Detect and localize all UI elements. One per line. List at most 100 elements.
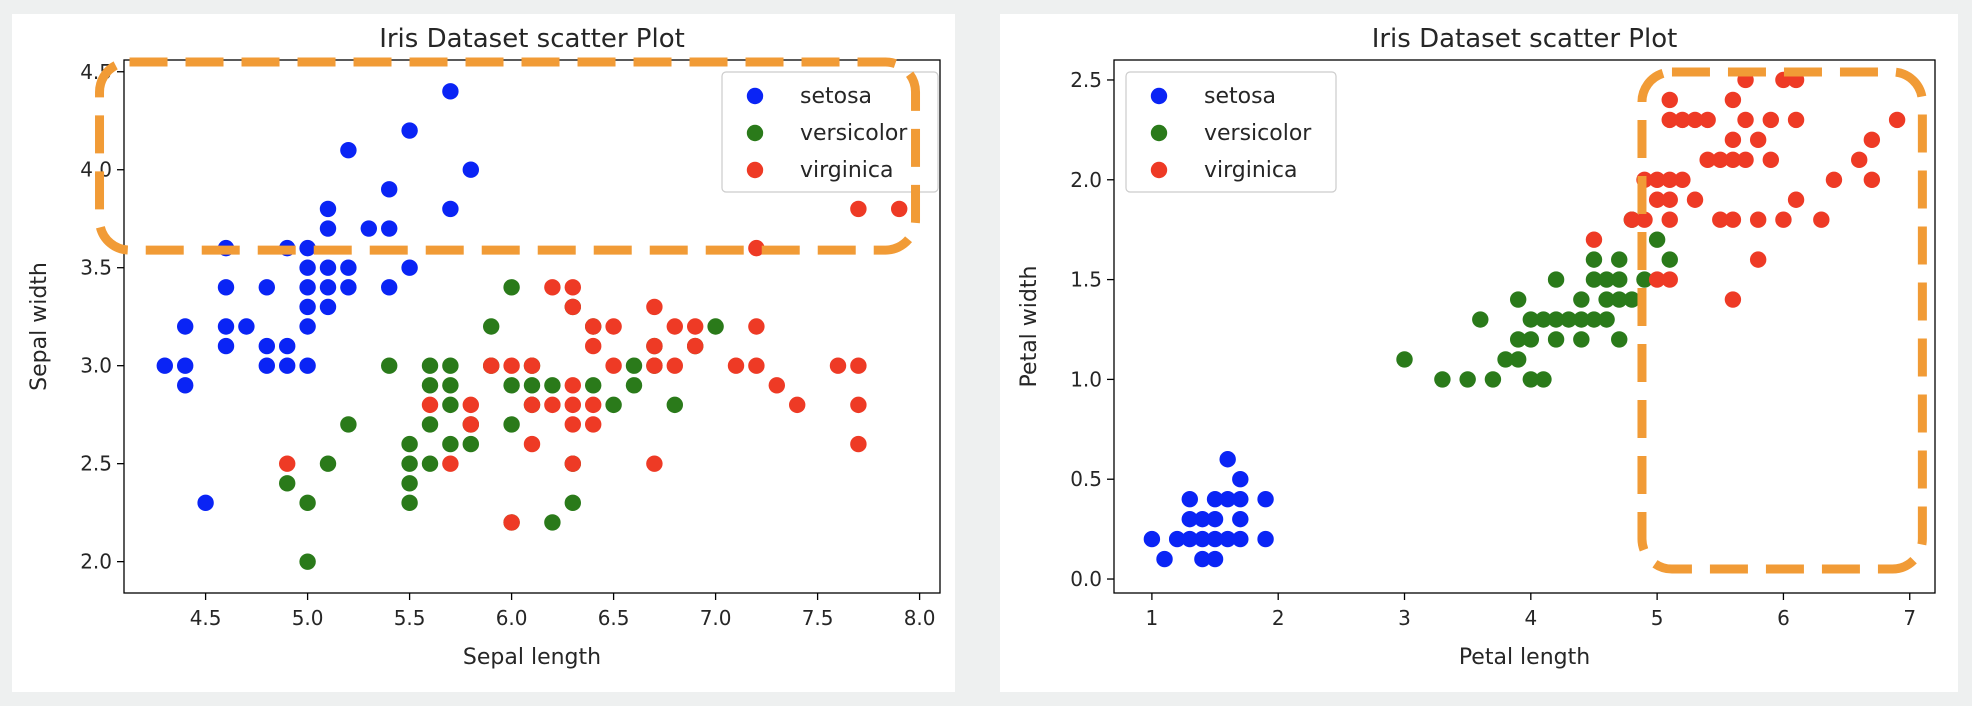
chart-1-point-versicolor bbox=[401, 455, 418, 472]
chart-2-y-tick-label: 1.5 bbox=[1070, 268, 1102, 292]
chart-2-point-virginica bbox=[1648, 171, 1666, 188]
chart-2-point-virginica bbox=[1749, 211, 1767, 228]
chart-1-point-versicolor bbox=[503, 377, 520, 394]
chart-1-point-virginica bbox=[687, 337, 704, 355]
chart-2-x-tick-label: 6 bbox=[1777, 606, 1790, 630]
chart-2-point-virginica bbox=[1712, 211, 1729, 228]
chart-1-point-setosa bbox=[299, 279, 316, 296]
chart-1-x-tick-label: 6.5 bbox=[598, 606, 630, 630]
chart-1-point-versicolor bbox=[401, 475, 418, 492]
chart-1-point-virginica bbox=[523, 357, 541, 374]
chart-1-point-virginica bbox=[585, 337, 602, 355]
chart-1-point-setosa bbox=[177, 377, 194, 394]
chart-1-point-virginica bbox=[646, 298, 663, 316]
chart-1-point-setosa bbox=[258, 279, 275, 296]
chart-1-point-setosa bbox=[299, 298, 316, 316]
chart-1-point-virginica bbox=[564, 416, 581, 433]
chart-2-point-versicolor bbox=[1509, 331, 1527, 348]
chart-2-y-tick-label: 0.0 bbox=[1070, 567, 1102, 591]
chart-2-point-versicolor bbox=[1573, 331, 1590, 348]
chart-1-point-versicolor bbox=[564, 494, 581, 512]
chart-2-legend-label-setosa: setosa bbox=[1204, 84, 1276, 109]
chart-1-legend-label-virginica: virginica bbox=[800, 158, 894, 183]
chart-2-point-versicolor bbox=[1472, 311, 1489, 328]
chart-1-legend-box bbox=[721, 71, 939, 193]
chart-2-point-versicolor bbox=[1484, 371, 1502, 388]
chart-2-point-virginica bbox=[1724, 151, 1742, 169]
chart-2-point-virginica bbox=[1762, 151, 1780, 169]
chart-2-point-versicolor bbox=[1547, 271, 1565, 288]
chart-1-point-setosa bbox=[319, 200, 337, 218]
chart-1-point-versicolor bbox=[666, 396, 683, 414]
chart-2-y-tick-label: 1.0 bbox=[1070, 367, 1102, 391]
chart-1-point-virginica bbox=[748, 239, 765, 257]
chart-2-point-virginica bbox=[1699, 151, 1716, 169]
chart-1-point-virginica bbox=[523, 396, 541, 414]
chart-2-x-tick-label: 1 bbox=[1146, 606, 1159, 630]
chart-1-point-setosa bbox=[238, 318, 255, 335]
chart-1-point-setosa bbox=[299, 318, 316, 335]
chart-1-point-versicolor bbox=[503, 279, 520, 296]
chart-2-point-setosa bbox=[1206, 490, 1224, 508]
chart-1-point-setosa bbox=[442, 200, 459, 218]
chart-2-point-versicolor bbox=[1623, 291, 1641, 308]
chart-1-point-virginica bbox=[850, 200, 867, 218]
chart-1-point-virginica bbox=[850, 435, 867, 453]
chart-2-highlight-box bbox=[1637, 67, 1927, 574]
chart-1-point-virginica bbox=[789, 396, 806, 414]
chart-2-point-setosa bbox=[1143, 530, 1161, 548]
chart-1-point-virginica bbox=[605, 357, 622, 374]
chart-2-point-virginica bbox=[1674, 171, 1691, 188]
chart-2-point-versicolor bbox=[1509, 291, 1527, 308]
chart-2-point-versicolor bbox=[1598, 311, 1615, 328]
chart-1-point-virginica bbox=[544, 396, 561, 414]
chart-2-point-setosa bbox=[1194, 550, 1211, 568]
chart-1-x-tick-label: 7.5 bbox=[802, 606, 834, 630]
chart-1-point-versicolor bbox=[707, 318, 724, 335]
chart-1-point-setosa bbox=[401, 259, 418, 276]
chart-1-point-virginica bbox=[666, 357, 683, 374]
chart-1-legend-marker-versicolor bbox=[746, 124, 764, 142]
chart-1-point-versicolor bbox=[421, 416, 439, 433]
chart-2-point-setosa bbox=[1206, 530, 1224, 548]
chart-1-point-setosa bbox=[442, 83, 459, 100]
chart-1-point-versicolor bbox=[544, 377, 561, 394]
chart-2-point-virginica bbox=[1661, 111, 1678, 129]
chart-2-x-tick-label: 4 bbox=[1524, 606, 1537, 630]
chart-2-legend-marker-virginica bbox=[1150, 161, 1168, 179]
chart-1-point-virginica bbox=[585, 416, 602, 433]
chart-2-x-axis-label: Petal length bbox=[1459, 645, 1590, 670]
chart-2-point-virginica bbox=[1787, 111, 1805, 129]
chart-1-point-virginica bbox=[646, 357, 663, 374]
chart-2-y-axis-label: Petal width bbox=[1017, 266, 1042, 388]
chart-1-point-setosa bbox=[319, 259, 337, 276]
chart-1-y-tick-label: 2.5 bbox=[80, 452, 112, 476]
chart-2-legend-box bbox=[1125, 71, 1337, 193]
chart-1-point-virginica bbox=[523, 435, 541, 453]
chart-2-point-virginica bbox=[1686, 191, 1704, 208]
chart-1-point-virginica bbox=[564, 279, 581, 296]
chart-1-y-tick-label: 3.5 bbox=[80, 256, 112, 280]
chart-1-highlight-box bbox=[95, 57, 921, 255]
chart-2-point-virginica bbox=[1648, 191, 1666, 208]
chart-1-point-setosa bbox=[319, 298, 337, 316]
chart-2-point-setosa bbox=[1181, 510, 1198, 528]
chart-2-point-versicolor bbox=[1396, 351, 1413, 368]
chart-2-point-virginica bbox=[1863, 171, 1881, 188]
chart-1-point-setosa bbox=[197, 494, 214, 512]
chart-2-point-versicolor bbox=[1661, 251, 1678, 268]
chart-1-x-tick-label: 5.0 bbox=[292, 606, 324, 630]
chart-2-point-virginica bbox=[1661, 191, 1678, 208]
chart-1-point-virginica bbox=[483, 357, 500, 374]
chart-1-point-setosa bbox=[217, 318, 235, 335]
chart-1-point-versicolor bbox=[421, 455, 439, 472]
chart-2-y-tick-label: 0.5 bbox=[1070, 467, 1102, 491]
chart-2-point-versicolor bbox=[1497, 351, 1514, 368]
chart-1-point-setosa bbox=[299, 239, 316, 257]
chart-1-point-virginica bbox=[850, 357, 867, 374]
chart-2-point-versicolor bbox=[1573, 311, 1590, 328]
chart-2-point-setosa bbox=[1232, 471, 1249, 488]
chart-1-point-versicolor bbox=[401, 435, 418, 453]
chart-1-point-virginica bbox=[585, 396, 602, 414]
chart-1-x-tick-label: 4.5 bbox=[190, 606, 222, 630]
